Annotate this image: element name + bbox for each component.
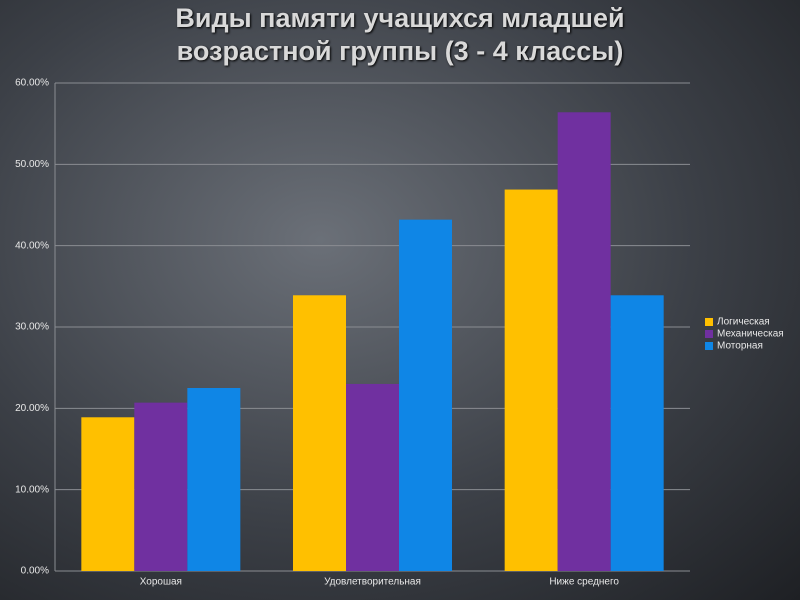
bar [399,219,452,571]
bar [187,388,241,571]
x-tick-label: Хорошая [140,577,182,588]
y-tick-label: 50.00% [15,159,49,170]
legend-label: Механическая [717,329,784,340]
x-tick-label: Ниже среднего [549,577,619,588]
bar [134,402,188,571]
y-tick-label: 0.00% [21,566,49,577]
bar [557,112,611,571]
y-tick-label: 30.00% [15,322,49,333]
bar [293,295,346,571]
y-tick-label: 20.00% [15,403,49,414]
x-tick-label: Удовлетворительная [324,577,421,588]
bar [504,189,558,571]
legend-swatch [705,318,713,326]
y-tick-label: 10.00% [15,484,49,495]
bar [346,383,399,571]
bar [81,417,135,571]
y-tick-label: 60.00% [15,78,49,89]
legend-swatch [705,342,713,350]
legend-label: Логическая [717,317,770,328]
bar [610,295,664,571]
chart-title: Виды памяти учащихся младшей возрастной … [175,3,625,66]
legend-swatch [705,330,713,338]
legend-label: Моторная [717,341,763,352]
y-tick-label: 40.00% [15,240,49,251]
